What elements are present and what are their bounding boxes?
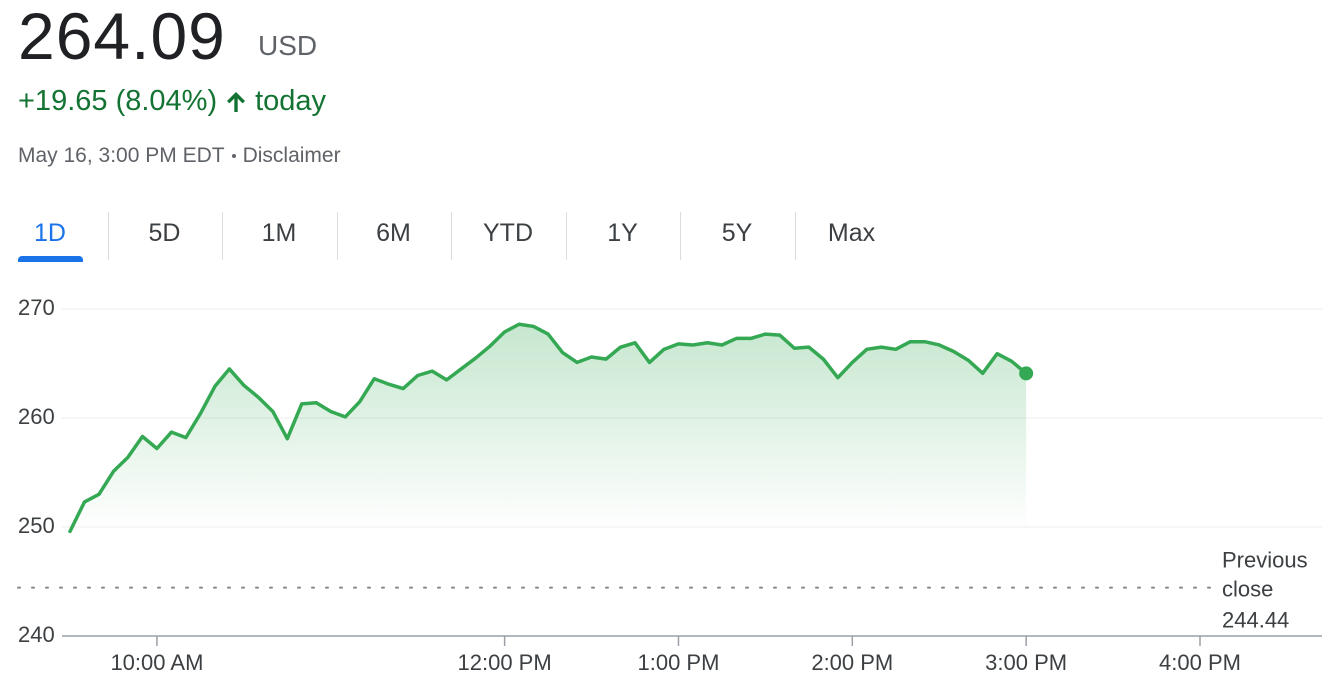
y-tick-label: 240: [18, 622, 55, 647]
range-tab[interactable]: 6M: [376, 218, 411, 247]
tab-separator: [565, 212, 567, 260]
range-tab[interactable]: 5D: [148, 218, 181, 247]
disclaimer-link[interactable]: Disclaimer: [242, 144, 341, 167]
x-tick-label: 4:00 PM: [1159, 650, 1241, 675]
price: 264.09: [18, 0, 226, 73]
x-tick-label: 2:00 PM: [811, 650, 893, 675]
tab-separator: [451, 212, 452, 260]
time-row: May 16, 3:00 PM EDT Disclaimer: [18, 144, 341, 168]
y-tick-label: 270: [18, 295, 55, 320]
tab-separator: [794, 212, 796, 260]
last-point: [1019, 366, 1034, 381]
previous-close-label: Previous close: [1222, 547, 1308, 601]
period: today: [255, 85, 327, 117]
x-tick-label: 3:00 PM: [985, 650, 1067, 675]
tab-separator: [222, 212, 223, 260]
x-tick-label: 10:00 AM: [110, 650, 203, 675]
range-tab[interactable]: YTD: [483, 218, 533, 247]
x-tick-label: 12:00 PM: [458, 650, 552, 675]
separator-dot: [231, 154, 236, 158]
price-line: [68, 322, 1028, 534]
x-tick-label: 1:00 PM: [637, 650, 719, 675]
range-tabs: 1D 5D 1M 6M YTD 1Y 5Y Max: [0, 206, 920, 264]
range-tab[interactable]: 1M: [261, 218, 297, 247]
y-tick-label: 260: [18, 404, 55, 429]
change-row: +19.65 (8.04%) today: [18, 85, 326, 118]
currency: USD: [258, 30, 318, 61]
timestamp: May 16, 3:00 PM EDT: [18, 144, 225, 167]
range-tab[interactable]: Max: [827, 218, 876, 247]
previous-close-value: 244.44: [1222, 607, 1289, 632]
range-tab[interactable]: 5Y: [721, 218, 753, 247]
tab-separator: [680, 212, 681, 260]
range-tab[interactable]: 1Y: [607, 218, 638, 247]
tab-separator: [107, 212, 109, 260]
price-change: +19.65 (8.04%): [18, 85, 218, 117]
area-fill: [70, 324, 1027, 532]
selected-tab-indicator: [18, 256, 83, 262]
up-arrow-icon: [227, 91, 246, 112]
tab-separator: [336, 212, 338, 260]
range-tab[interactable]: 1D: [34, 218, 66, 247]
y-tick-label: 250: [18, 513, 55, 538]
